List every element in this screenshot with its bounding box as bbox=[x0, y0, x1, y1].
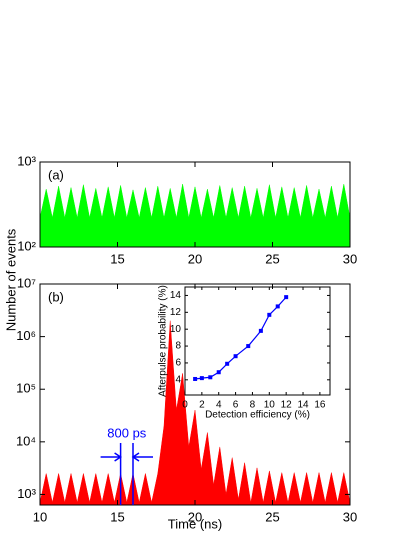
x-tick-label: 20 bbox=[188, 509, 202, 524]
y-tick-label: 10⁷ bbox=[17, 275, 36, 290]
plot-frame bbox=[184, 286, 331, 396]
line bbox=[195, 296, 287, 380]
x-tick-label: 12 bbox=[281, 400, 293, 411]
x-tick-label: 20 bbox=[188, 251, 202, 266]
y-tick-label: 10⁶ bbox=[16, 328, 36, 343]
marker bbox=[233, 354, 238, 359]
x-tick-label: 8 bbox=[250, 400, 256, 411]
panel-label: (b) bbox=[48, 289, 64, 304]
marker bbox=[199, 376, 204, 381]
y-tick-label: 10 bbox=[170, 324, 182, 335]
y-tick-label: 12 bbox=[170, 307, 182, 318]
x-tick-label: 30 bbox=[343, 251, 357, 266]
marker bbox=[246, 344, 251, 349]
marker bbox=[193, 376, 198, 381]
x-tick-label: 2 bbox=[199, 400, 205, 411]
x-tick-label: 30 bbox=[343, 509, 357, 524]
y-tick-label: 10² bbox=[17, 238, 36, 253]
area bbox=[39, 320, 351, 506]
x-tick-label: 16 bbox=[314, 400, 326, 411]
x-tick-label: 15 bbox=[110, 251, 124, 266]
x-tick-label: 10 bbox=[264, 400, 276, 411]
y-tick-label: 4 bbox=[175, 374, 181, 385]
panel: 10³ 10⁴ 10⁵ 10⁶ 10⁷ 10 15 20 25 30 (b) Time (ns) Num… bbox=[3, 228, 357, 531]
marker bbox=[267, 312, 272, 317]
panel: 10² 10³ 15 20 25 30 (a) bbox=[17, 153, 357, 266]
annotation-arrow bbox=[100, 452, 122, 462]
y-tick-label: 10³ bbox=[17, 486, 36, 501]
y-tick-label: 10³ bbox=[17, 153, 36, 168]
marker bbox=[208, 375, 213, 380]
x-tick-label: 14 bbox=[297, 400, 309, 411]
x-tick-label: 25 bbox=[265, 509, 279, 524]
y-tick-label: 6 bbox=[175, 358, 181, 369]
marker bbox=[225, 361, 230, 366]
x-axis-label: Time (ns) bbox=[168, 516, 222, 531]
y-tick-label: 8 bbox=[175, 341, 181, 352]
y-tick-label: 10⁵ bbox=[16, 381, 36, 396]
annotation-text: 800 ps bbox=[107, 425, 147, 440]
x-axis-label: Detection efficiency (%) bbox=[205, 410, 310, 421]
x-tick-label: 4 bbox=[216, 400, 222, 411]
marker bbox=[258, 328, 263, 333]
x-tick-label: 0 bbox=[182, 400, 188, 411]
panel-label: (a) bbox=[48, 167, 64, 182]
y-axis-label: Afterpulse probability (%) bbox=[158, 285, 169, 397]
x-tick-label: 6 bbox=[233, 400, 239, 411]
y-tick-label: 10⁴ bbox=[16, 433, 36, 448]
x-tick-label: 10 bbox=[33, 509, 47, 524]
x-tick-label: 25 bbox=[265, 251, 279, 266]
marker bbox=[275, 304, 280, 309]
y-tick-label: 14 bbox=[170, 290, 182, 301]
area bbox=[39, 184, 351, 248]
y-axis-label: Number of events bbox=[3, 228, 18, 331]
marker bbox=[284, 295, 289, 300]
x-tick-label: 15 bbox=[110, 509, 124, 524]
marker bbox=[216, 370, 221, 375]
annotation-arrow bbox=[131, 452, 153, 462]
